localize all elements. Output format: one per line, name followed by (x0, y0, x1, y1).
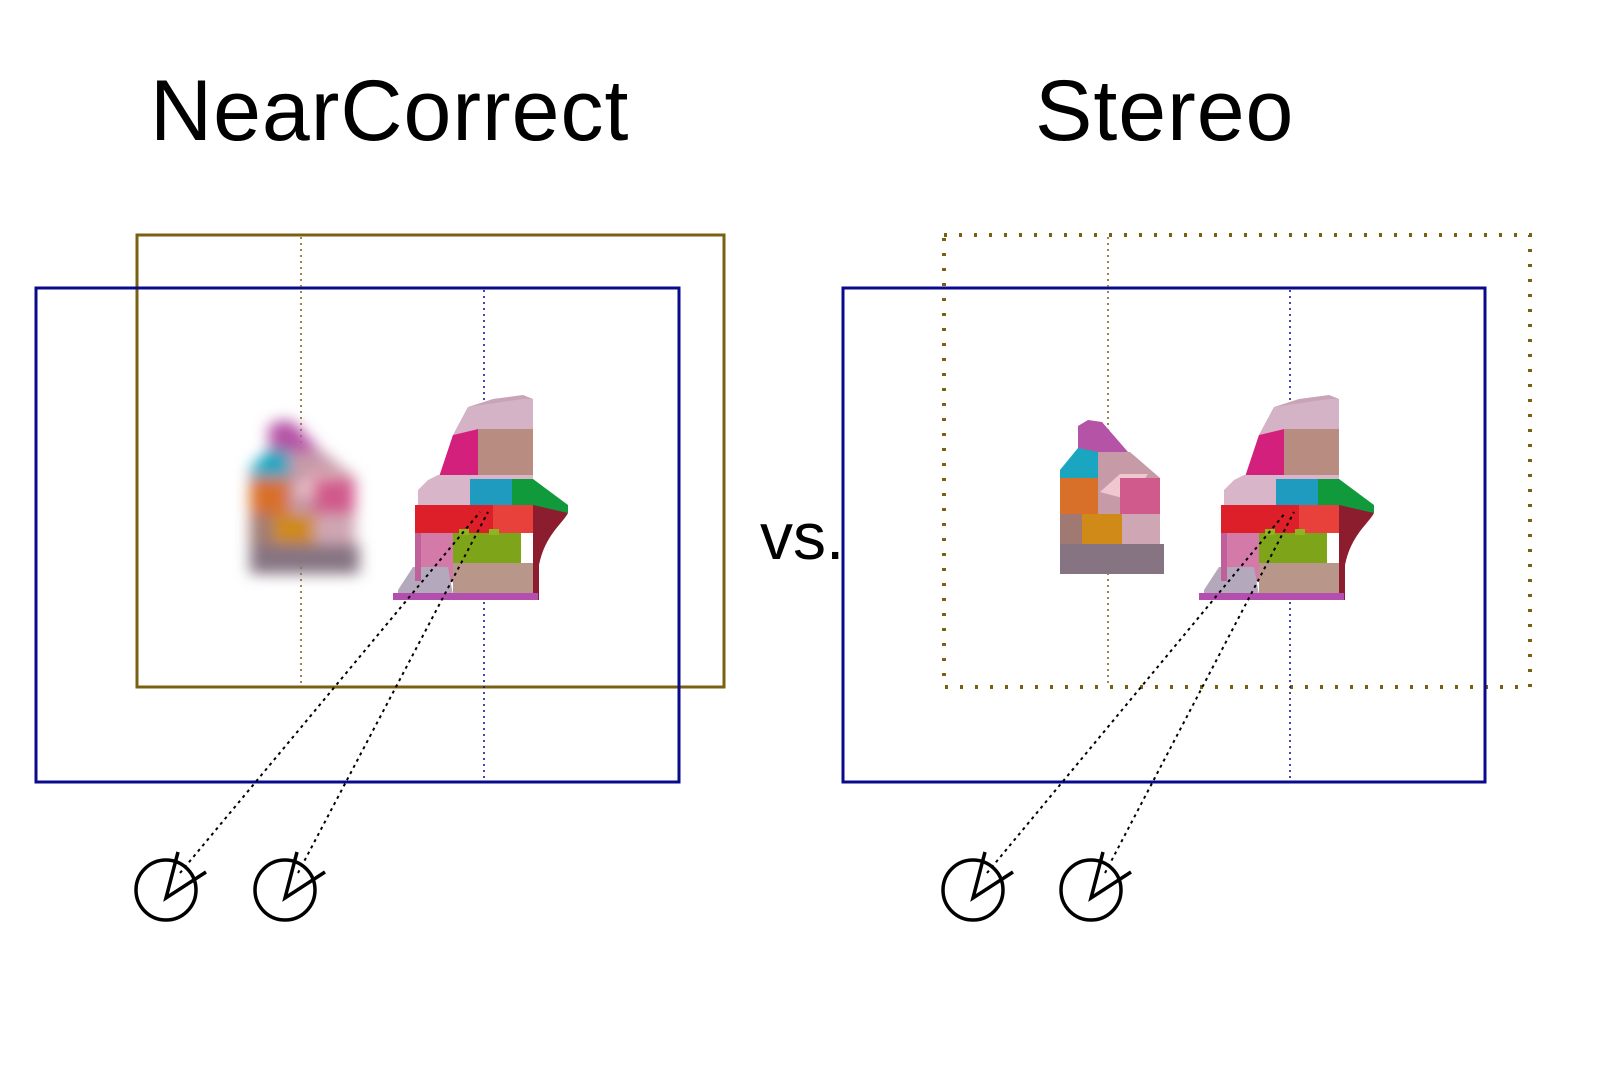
sharp-far-object (1060, 420, 1164, 574)
title-nearcorrect: NearCorrect (150, 63, 630, 159)
near-frame (34, 286, 681, 784)
sight-line-right-eye (297, 511, 489, 874)
title-stereo: Stereo (1035, 63, 1295, 159)
near-object (393, 395, 568, 600)
sight-line-left-eye (986, 511, 1287, 874)
near-object (1199, 395, 1374, 600)
right-eye-icon (253, 850, 327, 922)
sight-line-right-eye (1104, 511, 1295, 874)
near-frame (841, 286, 1487, 784)
sight-line-left-eye (179, 511, 481, 874)
far-frame (135, 233, 726, 689)
right-eye-icon (1059, 850, 1133, 922)
far-frame-dotted (942, 233, 1532, 689)
nearcorrect-panel (34, 233, 726, 922)
left-eye-icon (134, 850, 208, 922)
left-eye-icon (941, 850, 1015, 922)
vs-label: vs. (760, 499, 845, 573)
stereo-panel (841, 233, 1532, 922)
blurred-far-object (250, 420, 360, 574)
